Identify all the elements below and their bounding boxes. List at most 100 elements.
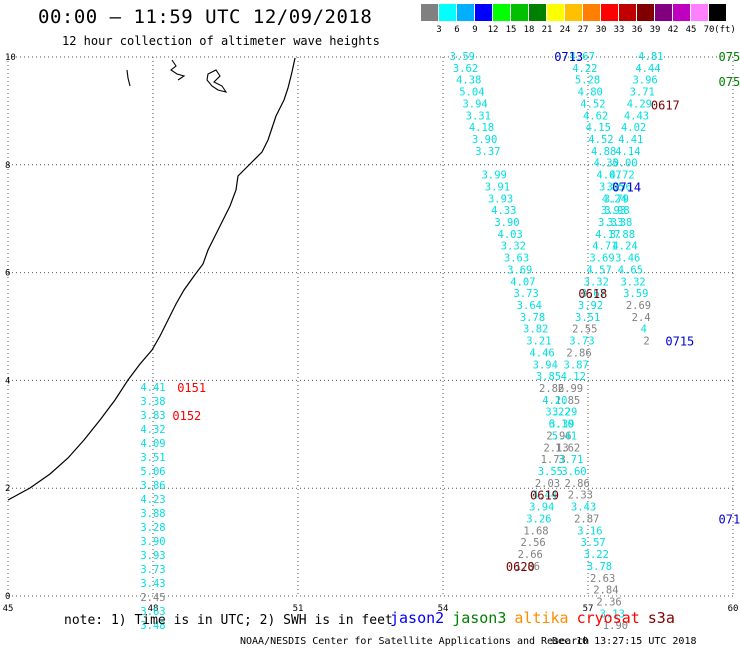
- x-tick-label: 57: [583, 604, 594, 614]
- wave-height-label: 3.93: [140, 550, 165, 562]
- wave-height-label: 3.59: [623, 288, 648, 300]
- wave-height-label: 4.38: [456, 75, 481, 87]
- scale-label: 3: [436, 25, 442, 35]
- wave-height-label: 4.18: [469, 122, 494, 134]
- generated-timestamp: Dec 10 13:27:15 UTC 2018: [552, 636, 697, 647]
- credit-line: NOAA/NESDIS Center for Satellite Applica…: [240, 636, 590, 647]
- wave-height-label: 4.24: [612, 241, 637, 253]
- wave-height-label: 2.66: [518, 549, 543, 561]
- wave-height-label: 4: [641, 324, 647, 336]
- wave-height-label: 4.02: [621, 122, 646, 134]
- wave-height-label: 4.07: [596, 170, 621, 182]
- wave-height-label: 4.72: [609, 170, 634, 182]
- wave-height-label: 4.03: [498, 229, 523, 241]
- pass-time-label: 0759: [719, 75, 740, 89]
- wave-height-label: 4.44: [635, 63, 660, 75]
- scale-swatch: [637, 4, 654, 21]
- wave-height-label: 3.32: [584, 276, 609, 288]
- x-tick-label: 60: [728, 604, 739, 614]
- wave-height-label: 2.84: [593, 585, 618, 597]
- wave-height-label: 4.32: [140, 424, 165, 436]
- y-tick-label: 0: [5, 592, 10, 602]
- wave-height-label: 4.33: [491, 205, 516, 217]
- y-tick-label: 8: [5, 161, 10, 171]
- wave-height-label: 4.41: [140, 382, 165, 394]
- map-grid: [7, 56, 734, 597]
- wave-height-label: 3.43: [140, 578, 165, 590]
- wave-height-label: 3.63: [140, 606, 165, 618]
- wave-height-label: 3.57: [580, 537, 605, 549]
- scale-swatch: [421, 4, 438, 21]
- wave-height-label: 1.73: [541, 454, 566, 466]
- wave-height-label: 2.13: [543, 442, 568, 454]
- wave-height-label: 3.93: [601, 205, 626, 217]
- wave-height-label: 3.37: [475, 146, 500, 158]
- wave-height-label: 3.29: [552, 407, 577, 419]
- wave-height-label: 3.21: [526, 336, 551, 348]
- wave-height-label: 3.73: [513, 288, 538, 300]
- satellite-legend: jason2 jason3 altika cryosat s3a: [390, 609, 683, 627]
- scale-label: 24: [559, 25, 571, 35]
- scale-label: 27: [577, 25, 589, 35]
- wave-height-label: 3.71: [558, 454, 583, 466]
- wave-height-label: 2: [643, 336, 649, 348]
- wave-height-label: 3.32: [501, 241, 526, 253]
- wave-height-label: 4.81: [638, 51, 663, 63]
- wave-height-label: 5.28: [575, 75, 600, 87]
- wave-height-label: 3.56: [607, 181, 632, 193]
- wave-height-label: 2.86: [539, 383, 564, 395]
- wave-height-label: 4.57: [587, 264, 612, 276]
- wave-height-label: 2.4: [632, 312, 651, 324]
- wave-height-label: 3.85: [599, 181, 624, 193]
- wave-height-label: 2.36: [596, 596, 621, 608]
- x-tick-label: 45: [3, 604, 14, 614]
- satellite-legend-item: s3a: [647, 609, 675, 627]
- wave-height-label: 3.99: [482, 170, 507, 182]
- scale-swatch: [475, 4, 492, 21]
- scale-swatch: [547, 4, 564, 21]
- wave-height-label: 1.68: [523, 525, 548, 537]
- wave-height-label: 5.41: [552, 430, 577, 442]
- wave-height-label: 4.67: [570, 51, 595, 63]
- wave-height-label: 3.28: [140, 522, 165, 534]
- x-tick-label: 51: [293, 604, 304, 614]
- scale-label: 42: [667, 25, 679, 35]
- y-tick-label: 10: [5, 53, 16, 63]
- wave-height-label: 3.32: [620, 276, 645, 288]
- wave-height-label: 3.51: [140, 452, 165, 464]
- wave-height-label: 4.29: [627, 98, 652, 110]
- wave-height-label: 2.69: [626, 300, 651, 312]
- wave-height-label: 5.00: [612, 158, 637, 170]
- pass-time-label: 0618: [578, 287, 607, 301]
- scale-swatch: [709, 4, 726, 21]
- wave-height-label: 3.83: [140, 410, 165, 422]
- wave-height-label: 3.88: [610, 229, 635, 241]
- wave-height-label: 4.14: [615, 146, 640, 158]
- wave-height-label: 2.96: [546, 430, 571, 442]
- pass-time-label: 0758: [719, 50, 740, 64]
- wave-height-label: 3.59: [450, 51, 475, 63]
- wave-height-label: 3.85: [536, 371, 561, 383]
- wave-height-label: 3.67: [581, 288, 606, 300]
- y-tick-label: 6: [5, 269, 10, 279]
- pass-time-label: 0617: [651, 99, 680, 113]
- pass-time-label: 0620: [506, 560, 535, 574]
- wave-height-label: 3.48: [140, 620, 165, 632]
- scale-swatch: [511, 4, 528, 21]
- scale-swatch: [565, 4, 582, 21]
- island-outline: [206, 69, 228, 93]
- wave-height-label: 3.78: [587, 561, 612, 573]
- scale-label: 9: [472, 25, 478, 35]
- wave-height-label: 4.22: [572, 63, 597, 75]
- pass-time-label: 0715: [665, 335, 694, 349]
- wave-height-label: 4.15: [586, 122, 611, 134]
- wave-height-label: 3.93: [488, 193, 513, 205]
- wave-height-label: 3.90: [494, 217, 519, 229]
- wave-height-label: 4.23: [140, 494, 165, 506]
- wave-height-label: 1.90: [603, 620, 628, 632]
- wave-height-label: 2.86: [565, 478, 590, 490]
- pass-time-label: 0151: [177, 381, 206, 395]
- wave-height-label: 2.87: [574, 513, 599, 525]
